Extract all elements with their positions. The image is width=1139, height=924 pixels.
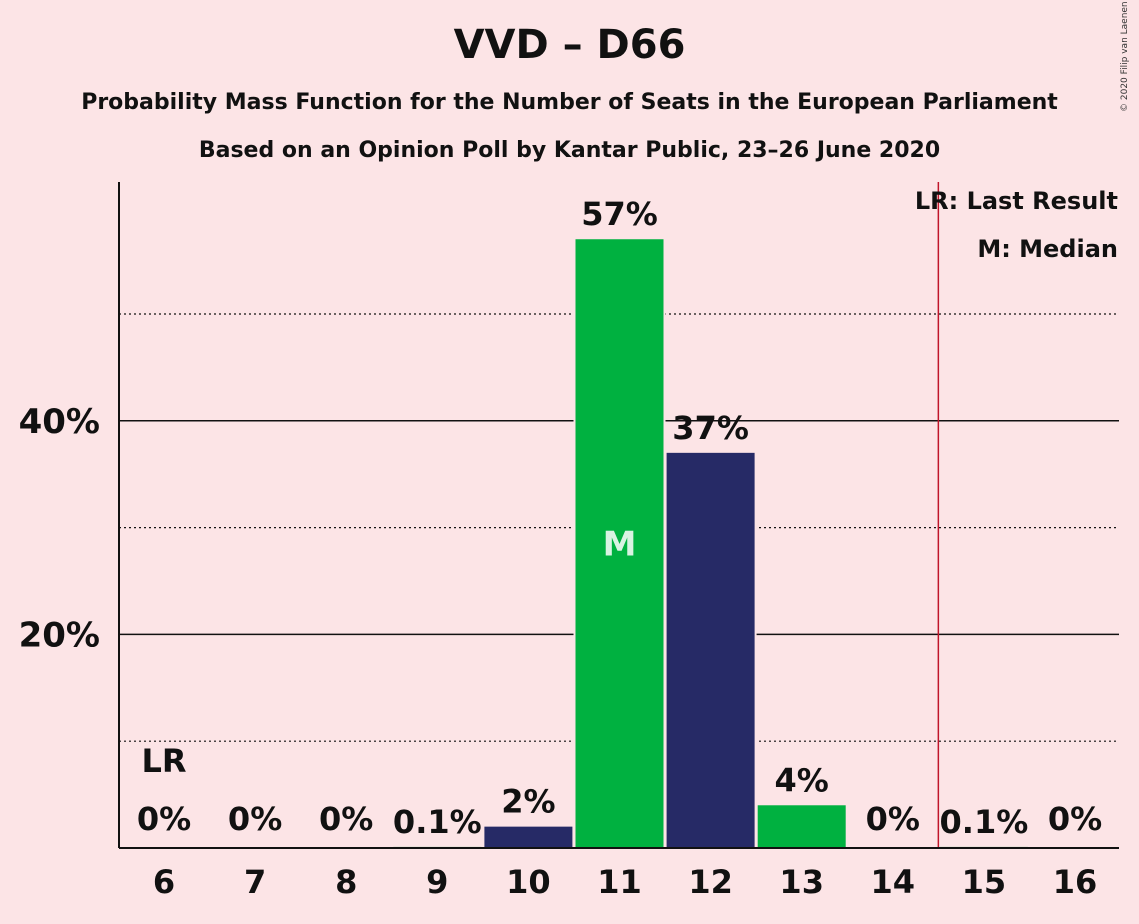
data-label-seat-13: 4%	[775, 761, 829, 799]
axes: 20% 40% 6 7 8 9 10 11 12 13 14 15 16	[19, 182, 1119, 901]
x-tick-label: 11	[597, 863, 642, 901]
data-label-seat-9: 0.1%	[393, 803, 482, 841]
x-tick-label: 6	[153, 863, 175, 901]
data-label-seat-6: 0%	[137, 800, 191, 838]
data-label-seat-10: 2%	[501, 783, 555, 821]
data-label-seat-11: 57%	[581, 195, 658, 233]
x-tick-label: 14	[871, 863, 916, 901]
x-tick-label: 13	[779, 863, 824, 901]
x-tick-label: 12	[688, 863, 733, 901]
data-label-seat-7: 0%	[228, 800, 282, 838]
bars	[391, 237, 1030, 849]
x-tick-label: 9	[426, 863, 448, 901]
chart-title: VVD – D66	[453, 22, 686, 68]
data-label-seat-15: 0.1%	[940, 803, 1029, 841]
data-labels: 0% 0% 0% 0.1% 2% 57% 37% 4% 0% 0.1% 0% M LR	[137, 195, 1102, 841]
x-tick-label: 10	[506, 863, 551, 901]
bar-halo	[391, 844, 484, 848]
y-tick-label: 40%	[19, 402, 100, 442]
x-tick-label: 8	[335, 863, 357, 901]
data-label-seat-8: 0%	[319, 800, 373, 838]
chart-source: Based on an Opinion Poll by Kantar Publi…	[198, 138, 941, 163]
legend-last-result: LR: Last Result	[915, 187, 1118, 215]
x-tick-label: 7	[244, 863, 266, 901]
last-result-marker: LR	[141, 742, 186, 780]
y-tick-label: 20%	[19, 615, 100, 655]
bar-seat-12	[666, 452, 755, 848]
data-label-seat-12: 37%	[672, 409, 749, 447]
x-tick-label: 15	[962, 863, 1007, 901]
bar-seat-11	[575, 239, 664, 849]
data-label-seat-16: 0%	[1048, 800, 1102, 838]
bar-seat-13	[757, 805, 846, 848]
bar-halo	[937, 844, 1030, 848]
chart-subtitle: Probability Mass Function for the Number…	[81, 90, 1058, 115]
data-label-seat-14: 0%	[866, 800, 920, 838]
bar-seat-10	[484, 826, 573, 848]
legend-median: M: Median	[977, 235, 1118, 263]
median-marker: M	[603, 525, 637, 565]
x-tick-label: 16	[1053, 863, 1098, 901]
